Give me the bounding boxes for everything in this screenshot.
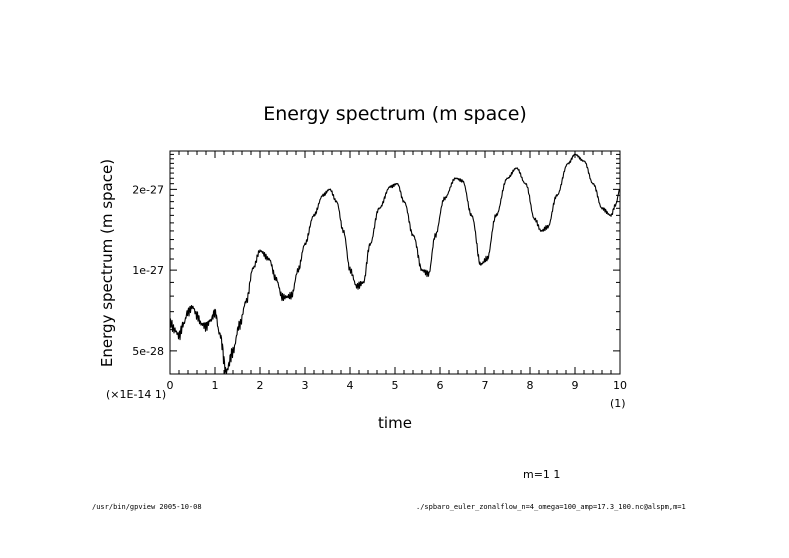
y-scale-note: (×1E-14 1): [106, 388, 166, 401]
x-axis-tick-labels: 0 1 2 3 4 5 6 7 8 9 10: [167, 379, 628, 392]
x-tick-label: 9: [572, 379, 579, 392]
x-tick-label: 7: [482, 379, 489, 392]
y-axis-ticks: [170, 153, 620, 352]
x-tick-label: 10: [613, 379, 627, 392]
x-axis-label: time: [378, 414, 412, 432]
y-axis-tick-labels: 5e-28 1e-27 2e-27: [132, 183, 164, 358]
footer-right: ./spbaro_euler_zonalflow_n=4_omega=100_a…: [416, 503, 686, 511]
y-tick-label: 2e-27: [132, 183, 164, 196]
x-tick-label: 2: [257, 379, 264, 392]
y-tick-label: 5e-28: [132, 345, 164, 358]
x-tick-label: 5: [392, 379, 399, 392]
y-tick-label: 1e-27: [132, 264, 164, 277]
x-tick-label: 6: [437, 379, 444, 392]
y-axis-label: Energy spectrum (m space): [98, 159, 116, 367]
x-tick-label: 8: [527, 379, 534, 392]
x-tick-label: 1: [212, 379, 219, 392]
legend-label: m=1 1: [523, 468, 560, 481]
x-scale-note: (1): [610, 397, 626, 410]
footer-left: /usr/bin/gpview 2005-10-08: [92, 503, 202, 511]
chart-title: Energy spectrum (m space): [263, 103, 527, 125]
x-axis-ticks: [169, 151, 621, 374]
x-tick-label: 3: [302, 379, 309, 392]
series-line-m1: [169, 153, 621, 374]
x-tick-label: 4: [347, 379, 354, 392]
x-tick-label: 0: [167, 379, 174, 392]
